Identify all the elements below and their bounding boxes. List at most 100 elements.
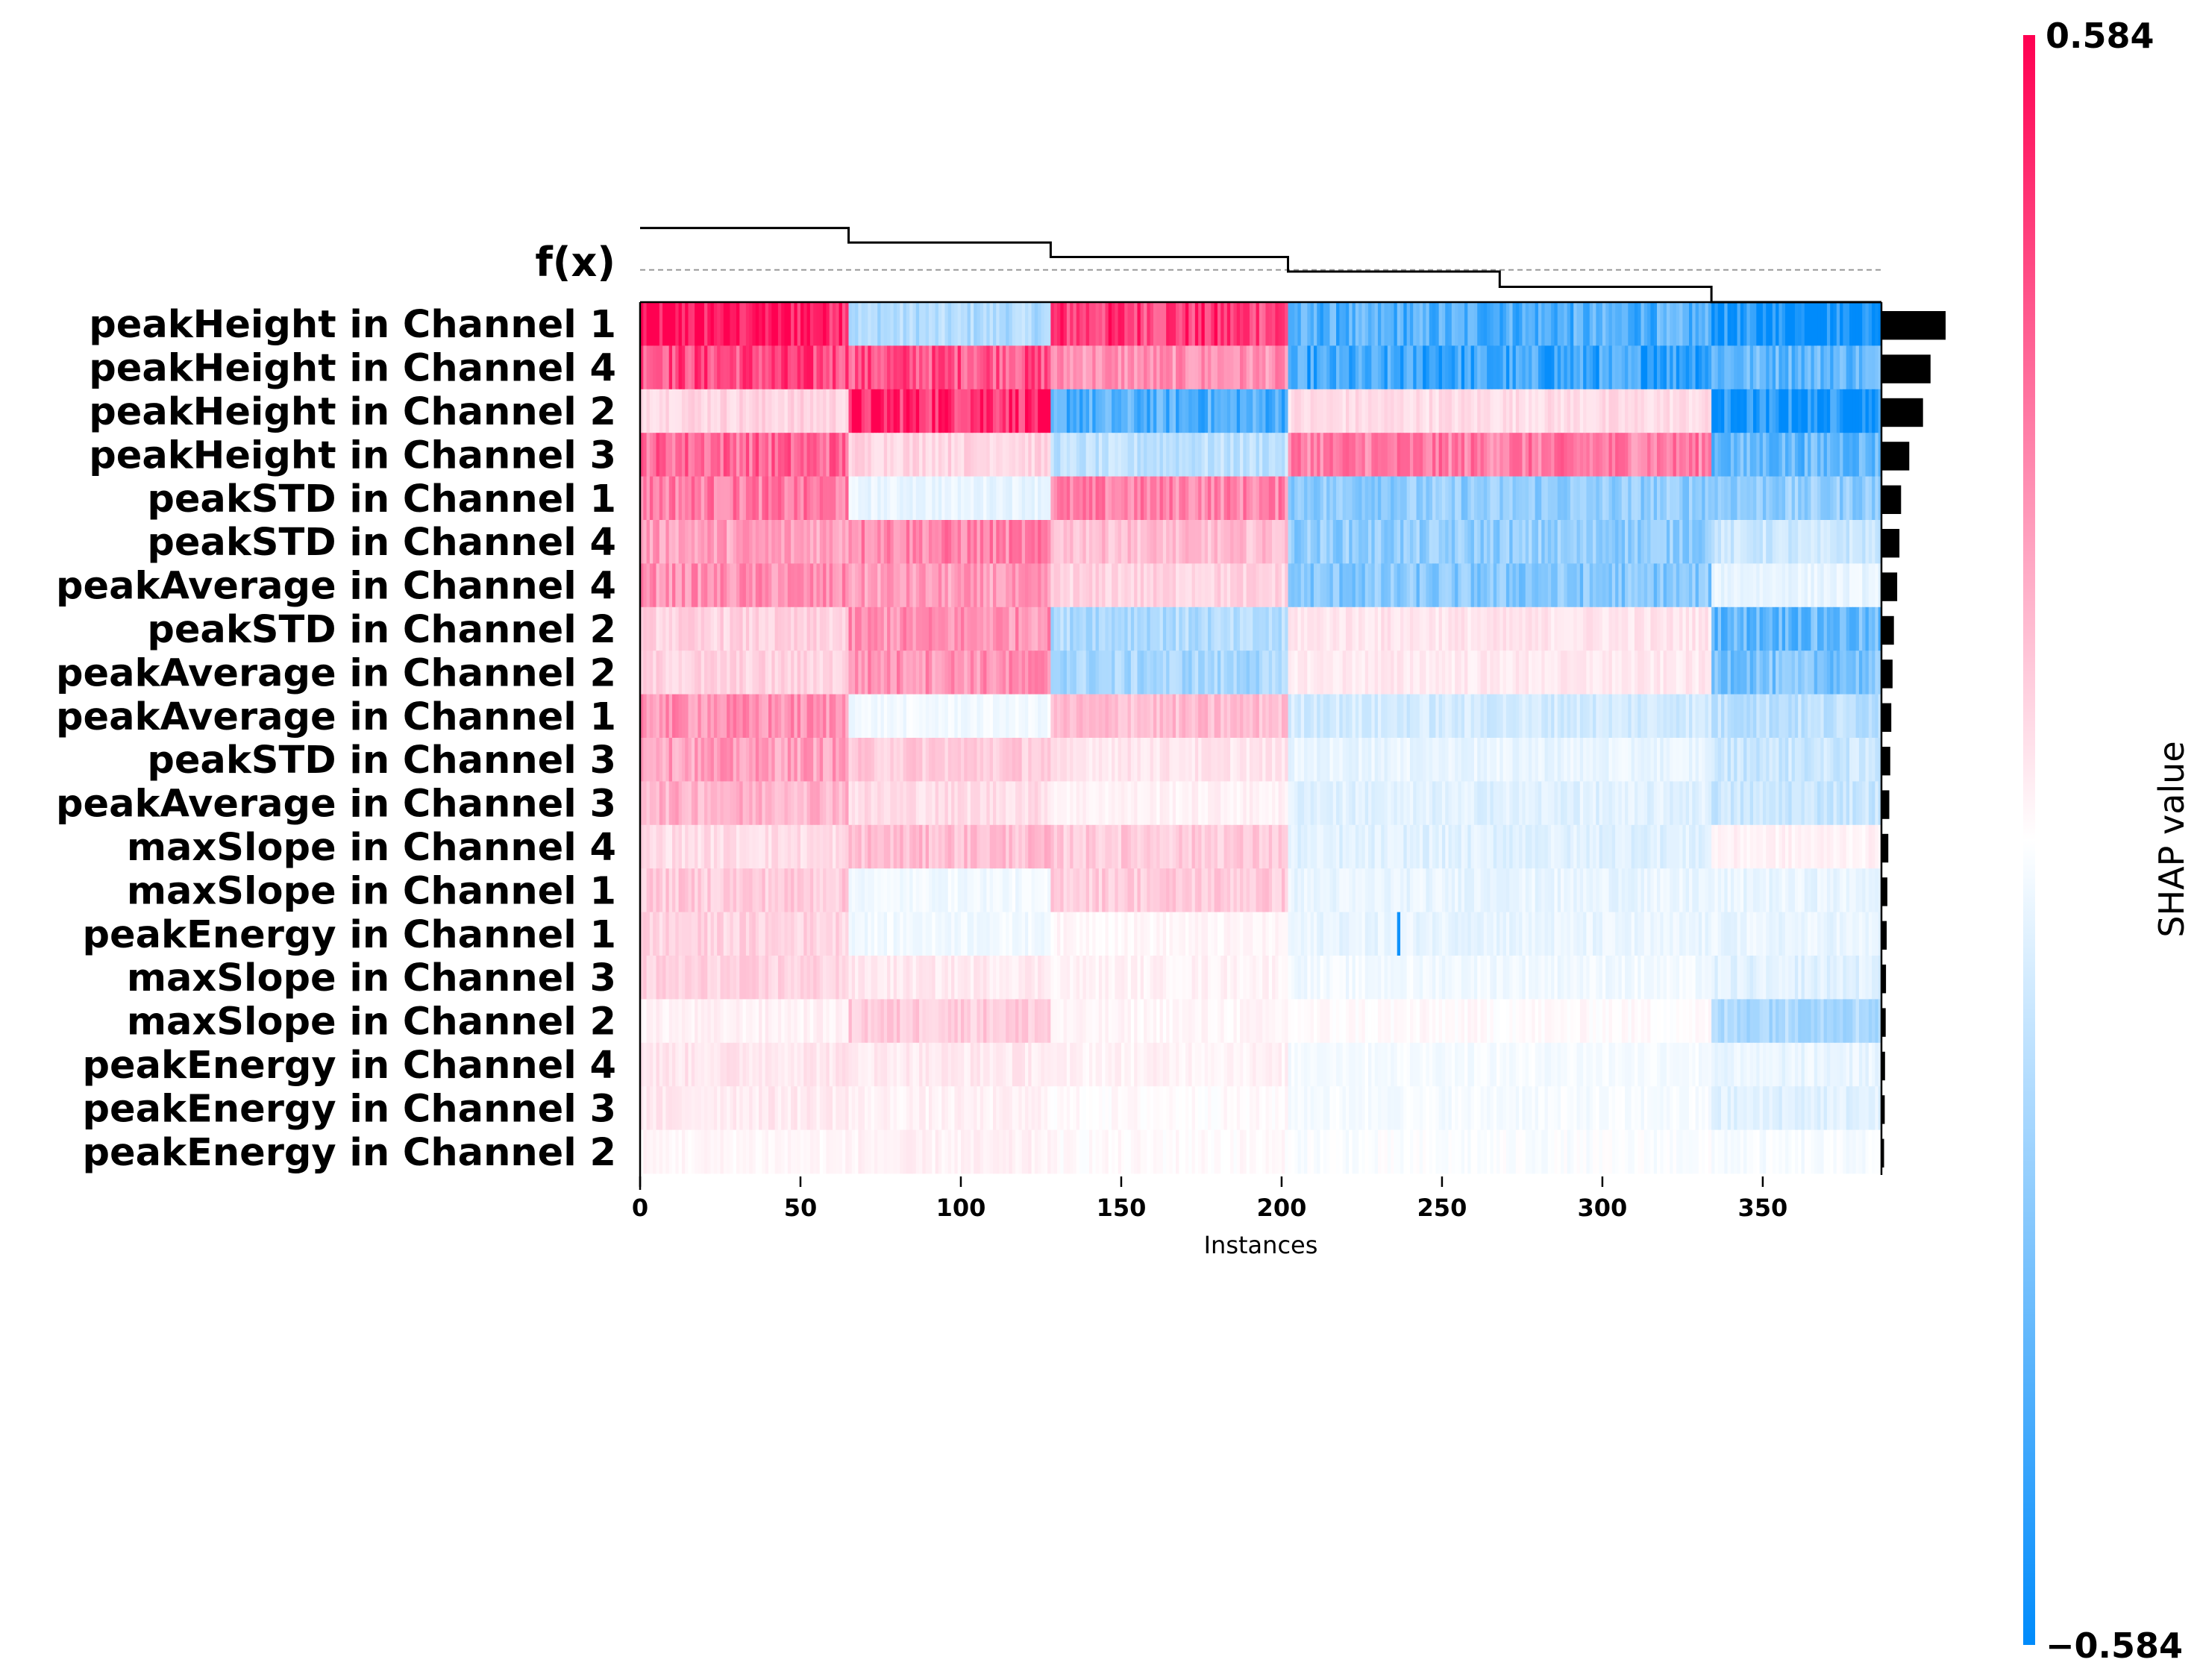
heat-cell [1878, 302, 1882, 346]
heat-cell [887, 694, 891, 739]
heat-cell [1490, 738, 1494, 782]
heat-cell [1416, 607, 1420, 651]
heat-cell [1034, 345, 1038, 390]
heat-cell [1070, 738, 1074, 782]
heat-cell [1288, 824, 1292, 869]
heat-cell [685, 433, 689, 477]
heat-cell [964, 651, 968, 695]
heat-cell [980, 738, 984, 782]
heat-cell [1480, 738, 1485, 782]
heat-cell [1169, 694, 1173, 739]
heat-cell [1625, 302, 1629, 346]
heat-cell [992, 302, 997, 346]
heat-cell [1066, 781, 1071, 826]
heat-cell [1576, 476, 1581, 521]
heat-cell [1663, 824, 1667, 869]
heat-cell [1625, 607, 1629, 651]
heat-cell [1666, 738, 1670, 782]
heat-cell [1134, 389, 1138, 433]
heat-cell [1740, 520, 1744, 564]
heat-cell [1137, 738, 1141, 782]
heat-cell [784, 476, 789, 521]
heat-cell [1176, 607, 1179, 651]
heat-cell [1371, 563, 1376, 608]
heat-cell [977, 738, 981, 782]
heat-cell [1349, 651, 1353, 695]
heat-cell [1377, 389, 1382, 433]
heat-cell [1638, 781, 1642, 826]
heat-cell [1105, 738, 1109, 782]
heat-cell [1098, 433, 1103, 477]
heat-cell [1451, 520, 1455, 564]
heat-cell [771, 302, 776, 346]
heat-cell [665, 476, 670, 521]
heat-cell [1769, 563, 1773, 608]
heat-cell [1345, 389, 1350, 433]
heat-cell [1112, 651, 1115, 695]
heat-cell [1547, 738, 1552, 782]
heat-cell [1685, 781, 1690, 826]
heat-cell [1647, 694, 1652, 739]
heat-cell [1313, 389, 1317, 433]
heat-cell [1162, 781, 1167, 826]
heat-cell [1685, 607, 1690, 651]
heat-cell [915, 694, 920, 739]
heat-cell [681, 694, 686, 739]
heat-cell [806, 738, 811, 782]
heat-cell [1698, 476, 1702, 521]
heat-cell [1692, 694, 1696, 739]
heat-cell [1115, 563, 1119, 608]
heat-cell [1265, 345, 1270, 390]
heat-cell [1458, 476, 1462, 521]
heat-cell [1628, 651, 1632, 695]
heat-cell [1102, 694, 1106, 739]
heat-cell [983, 651, 987, 695]
heat-cell [839, 433, 843, 477]
heat-cell [1429, 563, 1433, 608]
heat-cell [1147, 651, 1151, 695]
heat-cell [1846, 345, 1850, 390]
heat-cell [1567, 651, 1571, 695]
heat-cell [1272, 824, 1276, 869]
heat-cell [874, 389, 878, 433]
heat-cell [893, 781, 897, 826]
heat-cell [1185, 651, 1189, 695]
heat-cell [1525, 520, 1529, 564]
heat-cell [695, 389, 698, 433]
heat-cell [1663, 651, 1667, 695]
heat-cell [1670, 389, 1674, 433]
heat-cell [668, 389, 673, 433]
heat-cell [1493, 345, 1497, 390]
heat-cell [781, 345, 786, 390]
heat-cell [777, 389, 782, 433]
heat-cell [1862, 389, 1867, 433]
heat-cell [1640, 563, 1645, 608]
heat-cell [797, 651, 801, 695]
heat-cell [1798, 607, 1802, 651]
heat-cell [762, 520, 766, 564]
heat-cell [727, 781, 730, 826]
heat-cell [989, 607, 994, 651]
heat-cell [1734, 781, 1738, 826]
heat-cell [1814, 607, 1818, 651]
heat-cell [662, 738, 666, 782]
heat-cell [1814, 694, 1818, 739]
heat-cell [1233, 607, 1238, 651]
heat-cell [1137, 563, 1141, 608]
heat-cell [649, 345, 654, 390]
heat-cell [980, 824, 984, 869]
heat-cell [1166, 389, 1170, 433]
heat-cell [1499, 824, 1504, 869]
heat-cell [1053, 433, 1058, 477]
heat-cell [710, 738, 715, 782]
heat-cell [1618, 389, 1623, 433]
heat-cell [1490, 389, 1494, 433]
heat-cell [1525, 781, 1529, 826]
heat-cell [1724, 824, 1729, 869]
heat-cell [803, 345, 808, 390]
heat-cell [1115, 607, 1119, 651]
heat-cell [1638, 563, 1642, 608]
heat-cell [1095, 694, 1100, 739]
heat-cell [1676, 824, 1680, 869]
heat-cell [1579, 302, 1584, 346]
